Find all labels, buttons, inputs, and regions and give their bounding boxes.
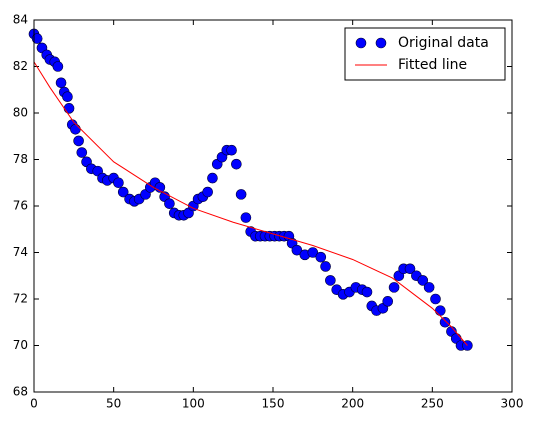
data-point [31, 33, 43, 44]
data-point [202, 186, 213, 198]
data-point [382, 296, 394, 307]
fitted-line [33, 61, 468, 346]
y-tick-label: 72 [13, 292, 28, 306]
data-point [164, 198, 175, 209]
x-tick-label: 200 [341, 397, 364, 411]
x-tick-label: 150 [262, 397, 285, 411]
x-tick-label: 50 [106, 397, 121, 411]
data-point [231, 158, 242, 170]
data-point [307, 247, 319, 258]
x-tick-label: 250 [421, 397, 444, 411]
data-point [320, 261, 331, 272]
data-point [52, 61, 64, 72]
data-point [291, 244, 303, 256]
data-point [434, 305, 446, 316]
y-tick-label: 84 [13, 13, 28, 27]
y-tick-label: 80 [13, 106, 28, 120]
data-point [62, 91, 73, 103]
data-point [240, 212, 252, 223]
legend-marker [355, 37, 367, 49]
y-tick-label: 78 [13, 152, 28, 166]
data-point [423, 282, 435, 293]
data-point [113, 177, 124, 189]
data-point [226, 144, 237, 156]
data-point [117, 186, 129, 198]
data-point [76, 147, 88, 158]
data-point [439, 316, 451, 328]
data-point [55, 77, 67, 89]
data-point [430, 293, 441, 305]
data-point [235, 189, 247, 200]
data-point [325, 275, 336, 286]
data-point [315, 251, 327, 263]
plot-frame [33, 19, 513, 393]
data-point [70, 123, 81, 135]
legend-marker [375, 37, 387, 49]
y-tick-label: 82 [13, 59, 28, 73]
y-tick-label: 74 [13, 245, 28, 259]
y-tick-label: 70 [13, 338, 28, 352]
data-point [404, 263, 416, 275]
data-point [417, 275, 429, 286]
data-point [388, 282, 400, 293]
data-point [361, 286, 373, 298]
x-tick-label: 0 [30, 397, 38, 411]
y-tick-label: 68 [13, 385, 28, 399]
data-point [73, 135, 84, 147]
data-point [63, 103, 75, 114]
y-tick-label: 76 [13, 199, 28, 213]
x-tick-label: 300 [501, 397, 524, 411]
data-point [207, 172, 218, 184]
legend-label: Fitted line [398, 57, 467, 73]
x-tick-label: 100 [182, 397, 205, 411]
legend-box [344, 27, 506, 81]
legend-label: Original data [398, 35, 489, 51]
